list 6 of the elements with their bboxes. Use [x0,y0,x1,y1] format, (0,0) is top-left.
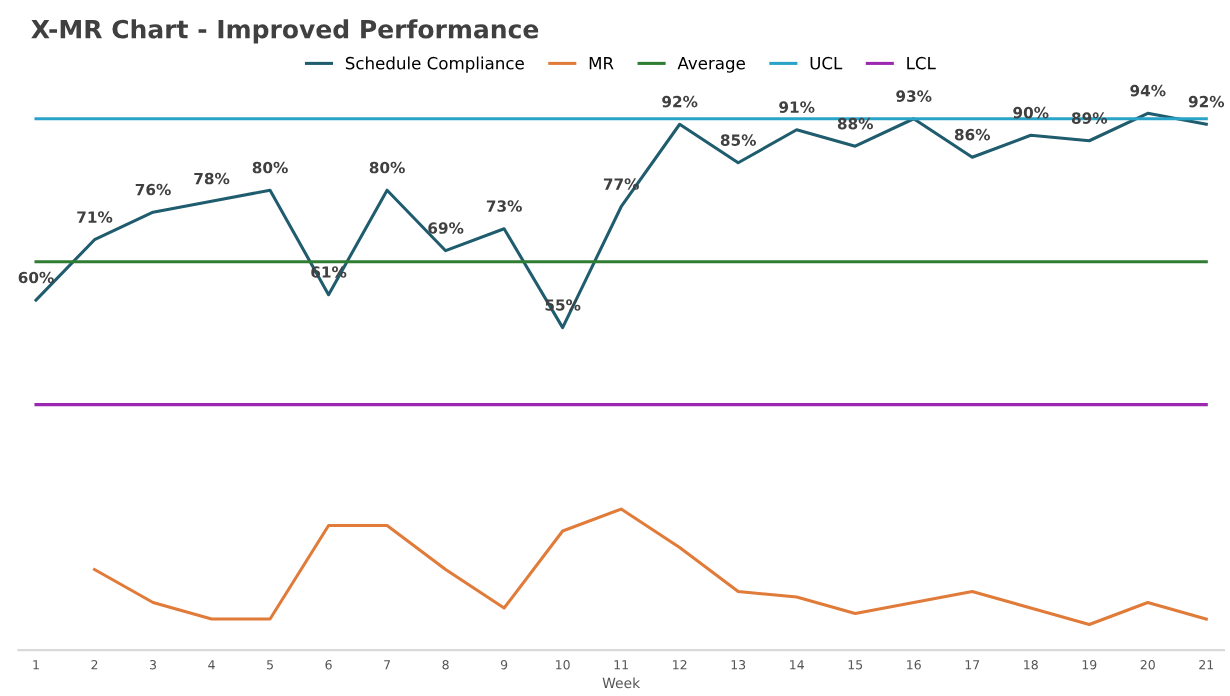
legend-label: MR [589,57,614,70]
chart-title: X-MR Chart - Improved Performance [31,19,539,44]
legend-label: LCL [907,56,936,70]
legend-label: Average [677,57,745,73]
legend-label: UCL [810,56,843,70]
legend-label: Schedule Compliance [345,56,524,73]
